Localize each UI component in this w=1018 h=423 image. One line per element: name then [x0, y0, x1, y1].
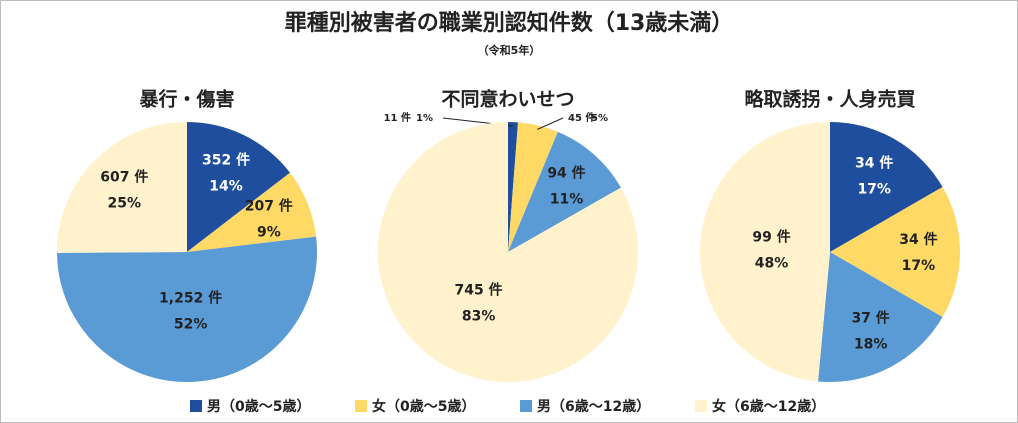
pie-title: 不同意わいせつ [441, 88, 574, 111]
pie-slice [57, 236, 317, 382]
pie-slice [830, 122, 943, 252]
legend-swatch [695, 400, 707, 412]
leader-line [537, 117, 564, 130]
percent-label: 17% [857, 181, 891, 197]
pie-slice [508, 131, 621, 252]
percent-label: 17% [902, 258, 936, 274]
value-label: 45 件 [568, 111, 595, 124]
value-label: 1,252 件 [159, 289, 222, 306]
value-label: 352 件 [202, 152, 250, 169]
main-title: 罪種別被害者の職業別認知件数（13歳未満） [285, 10, 734, 36]
value-label: 207 件 [245, 198, 293, 215]
percent-label: 83% [462, 309, 496, 325]
pie-slice [378, 122, 639, 382]
percent-label: 25% [108, 196, 142, 212]
pie-slice [818, 252, 943, 382]
legend-swatch [190, 400, 202, 412]
percent-label: 9% [257, 225, 281, 241]
percent-label: 11% [550, 192, 584, 208]
legend-label: 女（0歳～5歳） [372, 398, 475, 415]
value-label: 34 件 [899, 231, 937, 248]
legend-label: 男（6歳～12歳） [537, 398, 650, 415]
pie-slice [830, 187, 960, 317]
value-label: 607 件 [100, 169, 148, 186]
percent-label: 14% [209, 179, 243, 195]
pie-title: 暴行・傷害 [139, 88, 234, 111]
pie-slice [187, 172, 317, 252]
pie-slice [699, 122, 830, 382]
subtitle: （令和5年） [478, 43, 541, 57]
percent-label: 52% [174, 316, 208, 332]
percent-label: 1% [416, 113, 433, 124]
value-label: 745 件 [455, 282, 503, 299]
pie-slice [508, 122, 558, 252]
value-label: 34 件 [855, 154, 893, 171]
value-label: 37 件 [851, 310, 889, 327]
legend-swatch [355, 400, 367, 412]
percent-label: 18% [854, 337, 888, 353]
legend-label: 男（0歳～5歳） [207, 398, 310, 415]
value-label: 94 件 [547, 165, 585, 182]
pie-slice [187, 122, 291, 252]
percent-label: 5% [591, 113, 608, 124]
value-label: 11 件 [384, 111, 411, 124]
pie-slice [508, 122, 519, 252]
legend-swatch [520, 400, 532, 412]
value-label: 99 件 [752, 228, 790, 245]
pie-slice [57, 122, 187, 253]
pie-title: 略取誘拐・人身売買 [744, 88, 915, 111]
legend-label: 女（6歳～12歳） [712, 398, 825, 415]
percent-label: 48% [755, 255, 789, 271]
